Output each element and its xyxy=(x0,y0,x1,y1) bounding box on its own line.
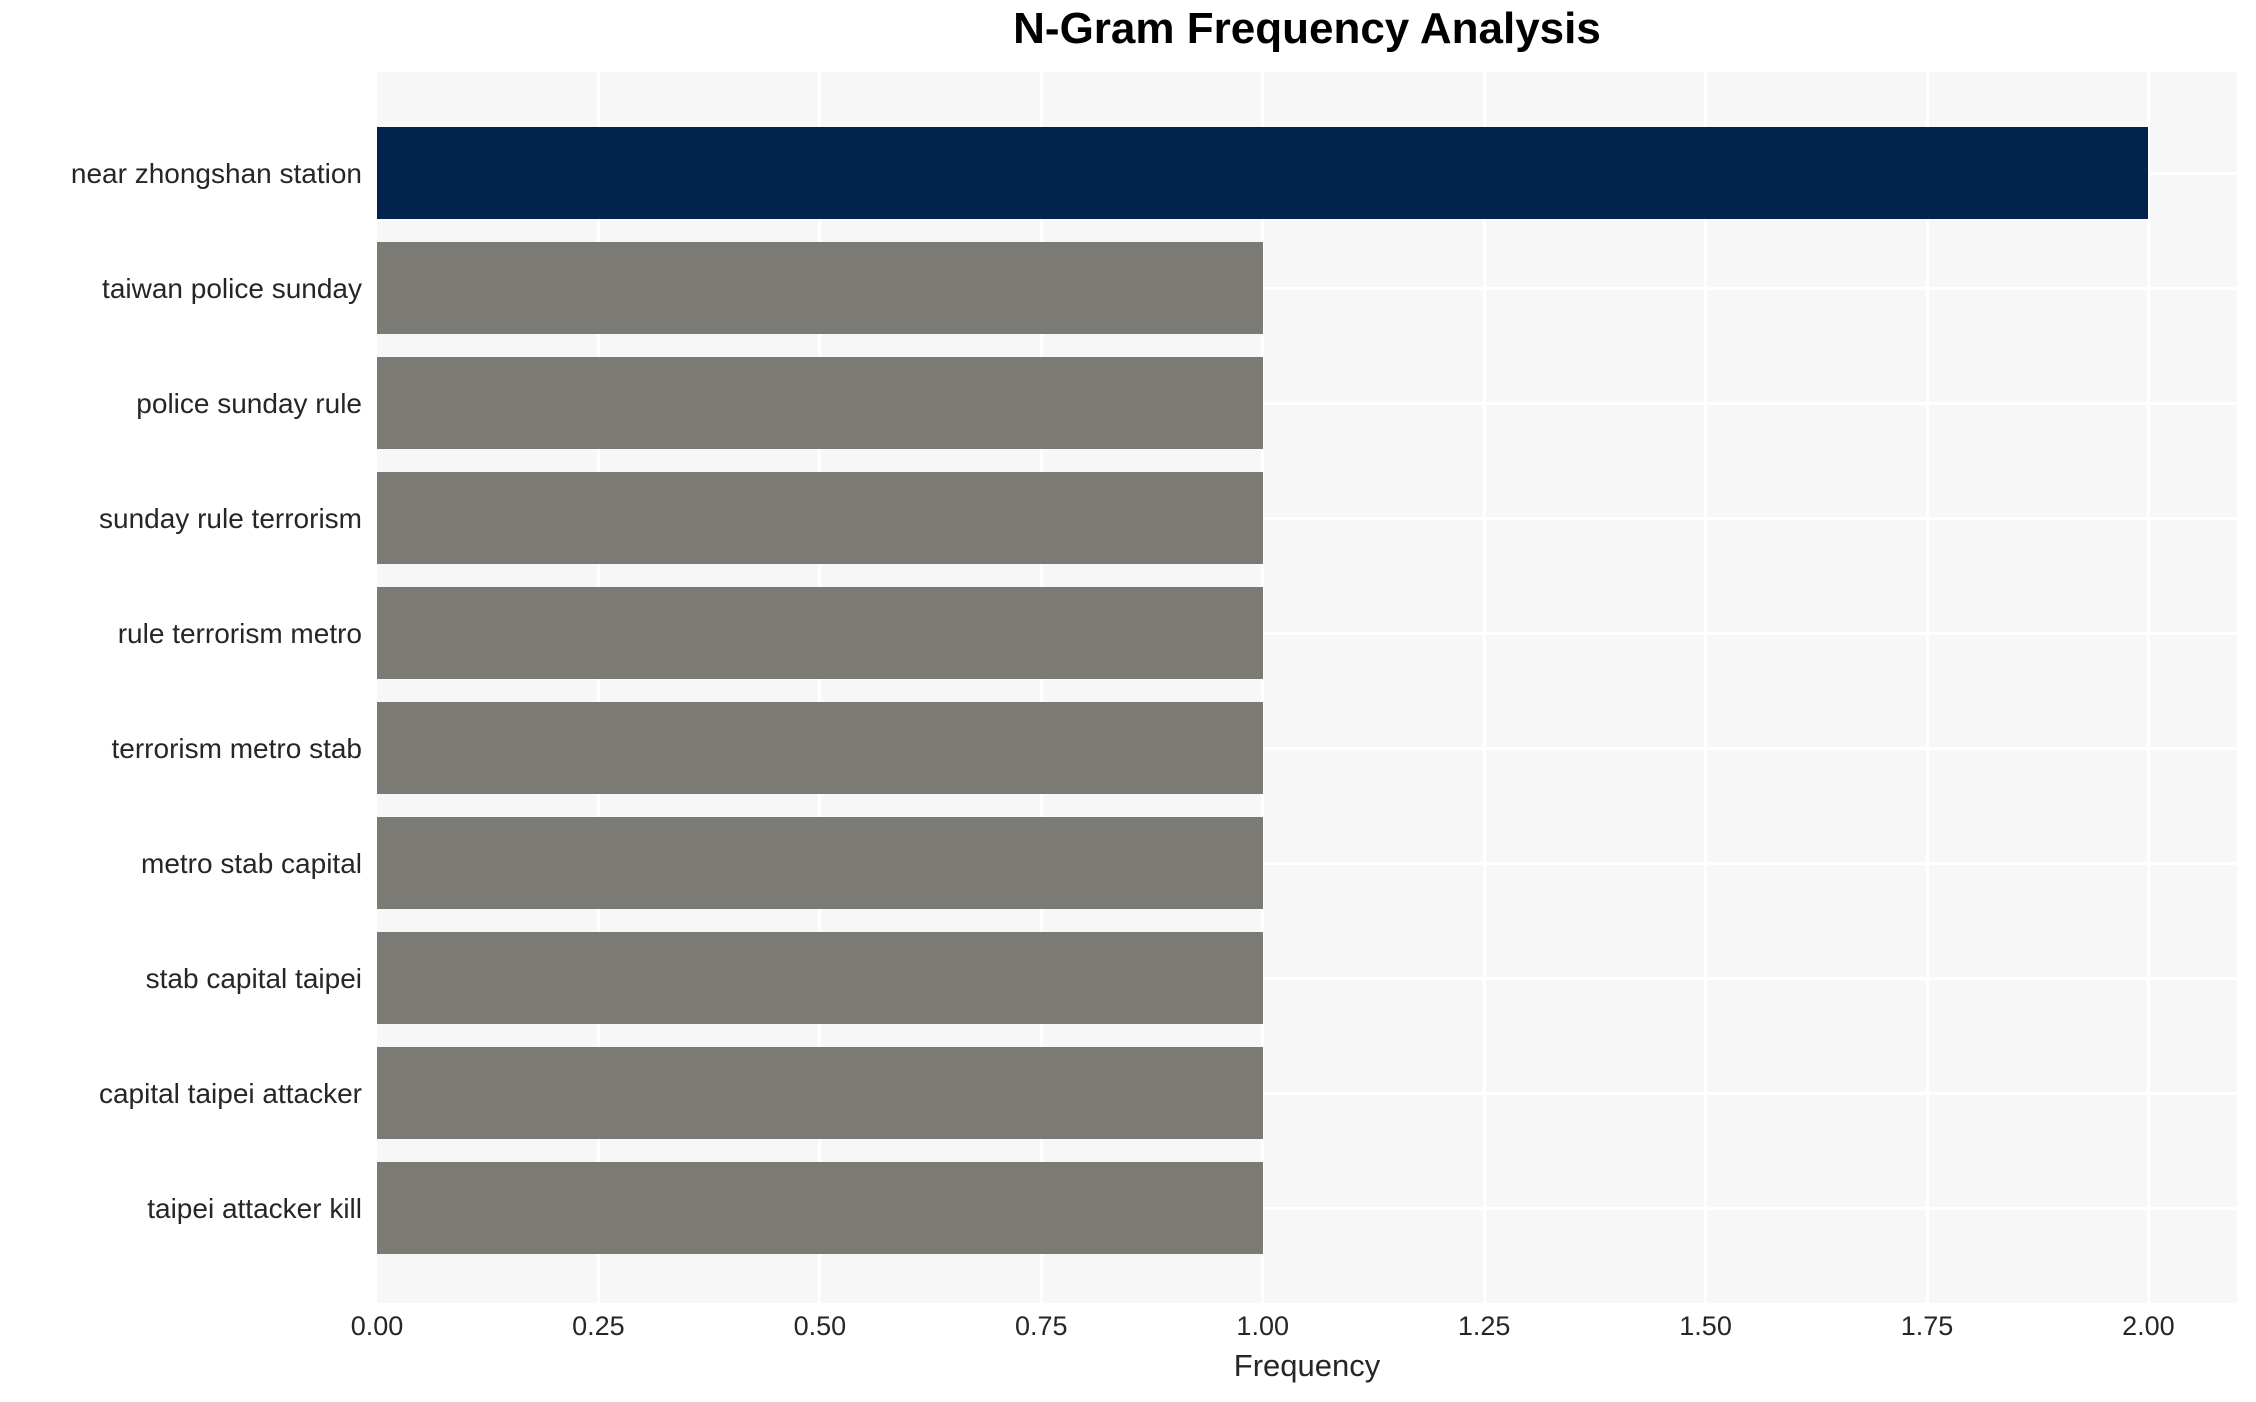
grid-line-horizontal xyxy=(377,632,2237,635)
grid-line-horizontal xyxy=(377,862,2237,865)
bar xyxy=(377,472,1263,564)
x-axis-tick-label: 0.25 xyxy=(572,1311,625,1341)
y-axis-label: taiwan police sunday xyxy=(102,272,362,304)
grid-line-vertical xyxy=(596,72,600,1303)
grid-line-horizontal xyxy=(377,977,2237,980)
x-axis-tick-label: 1.50 xyxy=(1679,1311,1732,1341)
bar xyxy=(377,242,1263,334)
bar xyxy=(377,1162,1263,1254)
x-axis-label: Frequency xyxy=(1233,1348,1381,1383)
bar-row xyxy=(377,1036,2237,1151)
bar xyxy=(377,587,1263,679)
bar xyxy=(377,357,1263,449)
x-axis-tick-label: 2.00 xyxy=(2122,1311,2175,1341)
bar-row xyxy=(377,691,2237,806)
y-axis-label: sunday rule terrorism xyxy=(99,502,362,534)
grid-line-vertical xyxy=(1704,72,1708,1303)
x-axis-tick-label: 0.50 xyxy=(793,1311,847,1341)
bar-row xyxy=(377,806,2237,921)
chart-title: N-Gram Frequency Analysis xyxy=(1013,4,1601,53)
x-axis-tick-label: 0.75 xyxy=(1015,1311,1068,1341)
bar xyxy=(377,932,1263,1024)
x-axis-tick-label: 1.75 xyxy=(1900,1311,1954,1341)
grid-line-horizontal xyxy=(377,747,2237,750)
plot-area xyxy=(377,72,2237,1303)
y-axis-label: capital taipei attacker xyxy=(98,1077,362,1109)
grid-line-horizontal xyxy=(377,517,2237,520)
bar xyxy=(377,1047,1263,1139)
grid-line-vertical xyxy=(1482,72,1486,1303)
y-axis-label: metro stab capital xyxy=(141,847,362,879)
bar-row xyxy=(377,231,2237,346)
bar-row xyxy=(377,1151,2237,1266)
x-axis-tick-label: 1.00 xyxy=(1236,1311,1289,1341)
x-axis-tick-label: 0.00 xyxy=(350,1311,404,1341)
grid-line-horizontal xyxy=(377,402,2237,405)
bar xyxy=(377,817,1263,909)
bar xyxy=(377,702,1263,794)
bar-row xyxy=(377,461,2237,576)
bar-row xyxy=(377,346,2237,461)
y-axis-label: taipei attacker kill xyxy=(147,1192,362,1224)
y-axis-label: stab capital taipei xyxy=(145,962,362,994)
grid-line-horizontal xyxy=(377,1092,2237,1095)
grid-line-vertical xyxy=(1925,72,1929,1303)
grid-line-vertical xyxy=(818,72,822,1303)
grid-line-vertical xyxy=(1261,72,1265,1303)
y-axis-label: police sunday rule xyxy=(136,387,362,419)
grid-line-horizontal xyxy=(377,1207,2237,1210)
bar-row xyxy=(377,921,2237,1036)
y-axis-label: terrorism metro stab xyxy=(111,732,363,764)
y-axis-label: rule terrorism metro xyxy=(117,617,362,649)
x-axis-tick-label: 1.25 xyxy=(1457,1311,1511,1341)
y-axis-label: near zhongshan station xyxy=(70,157,362,189)
bar xyxy=(377,127,2149,219)
bar-row xyxy=(377,576,2237,691)
grid-line-vertical xyxy=(2146,72,2150,1303)
bar-row xyxy=(377,116,2237,231)
grid-line-horizontal xyxy=(377,287,2237,290)
grid-line-vertical xyxy=(1039,72,1043,1303)
